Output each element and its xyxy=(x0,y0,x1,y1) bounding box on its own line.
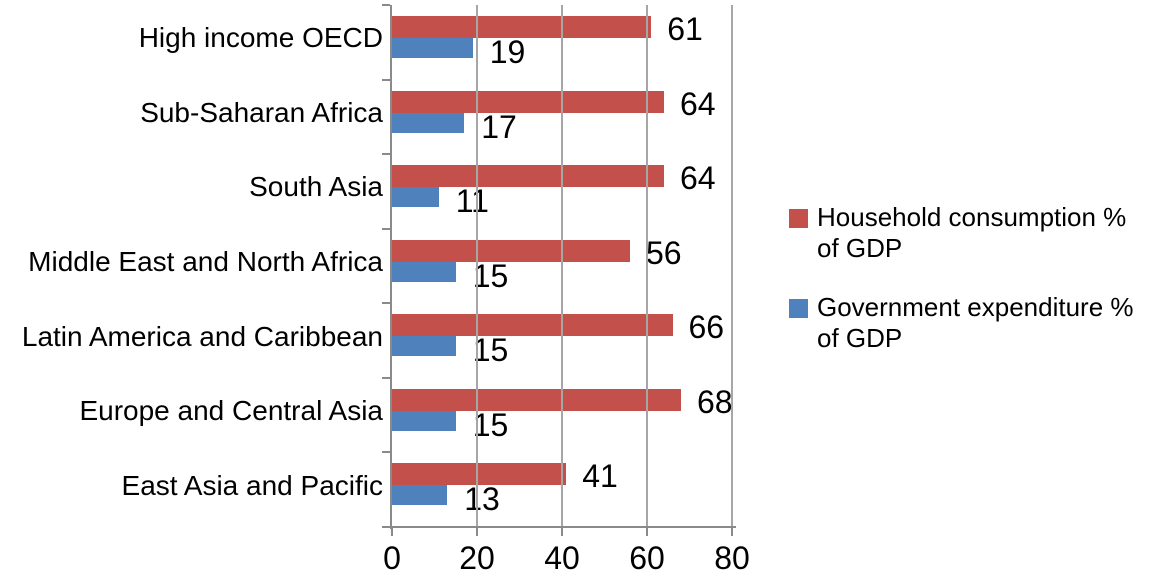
legend-swatch-blue-icon xyxy=(789,299,808,318)
category-label: South Asia xyxy=(249,171,383,203)
y-axis-tick xyxy=(382,4,390,6)
household-consumption-bar xyxy=(392,165,664,188)
government-expenditure-value-label: 11 xyxy=(455,183,489,220)
household-consumption-bar xyxy=(392,239,630,262)
government-expenditure-value-label: 15 xyxy=(472,406,509,443)
gridline-40 xyxy=(561,5,563,527)
government-expenditure-value-label: 17 xyxy=(481,108,517,145)
household-consumption-bar xyxy=(392,90,664,113)
x-axis-tick xyxy=(731,528,733,536)
household-consumption-value-label: 56 xyxy=(646,234,682,271)
legend-label: Government expenditure % of GDP xyxy=(817,292,1134,354)
government-expenditure-value-label: 13 xyxy=(464,481,500,518)
category-label: Europe and Central Asia xyxy=(79,395,383,427)
government-expenditure-bar xyxy=(392,485,448,506)
x-axis-tick-label: 60 xyxy=(629,540,665,576)
government-expenditure-value-label: 15 xyxy=(472,257,509,294)
legend-label-line: Government expenditure % xyxy=(817,292,1134,322)
y-axis-tick xyxy=(382,302,390,305)
legend-label-line: of GDP xyxy=(817,323,903,353)
y-axis-line xyxy=(390,5,392,529)
legend-label-line: Household consumption % xyxy=(817,202,1127,232)
y-axis-tick xyxy=(382,227,390,230)
government-expenditure-bar xyxy=(392,261,456,282)
x-axis-line xyxy=(386,526,736,528)
x-axis-tick xyxy=(391,528,393,536)
household-consumption-value-label: 66 xyxy=(688,309,725,346)
legend-label: Household consumption % of GDP xyxy=(817,202,1126,264)
government-expenditure-bar xyxy=(392,410,456,431)
household-consumption-value-label: 64 xyxy=(680,160,716,197)
household-consumption-bar xyxy=(392,16,652,38)
x-axis-tick xyxy=(646,528,648,536)
category-band: 66 15 xyxy=(392,303,732,378)
category-band: 64 11 xyxy=(392,154,732,229)
category-label: Middle East and North Africa xyxy=(28,246,383,278)
legend-swatch-red-icon xyxy=(789,209,808,228)
x-axis-tick-label: 20 xyxy=(459,540,495,576)
category-band: 68 15 xyxy=(392,378,733,453)
government-expenditure-bar xyxy=(392,112,465,133)
household-consumption-value-label: 64 xyxy=(680,85,716,122)
legend-entry-government: Government expenditure % of GDP xyxy=(789,292,1167,354)
chart-legend: Household consumption % of GDP Governmen… xyxy=(789,202,1167,354)
category-band: 41 13 xyxy=(392,452,732,527)
y-axis-tick xyxy=(382,376,390,379)
household-consumption-value-label: 41 xyxy=(582,458,618,495)
legend-label-line: of GDP xyxy=(817,233,903,263)
household-consumption-bar xyxy=(392,314,673,337)
government-expenditure-value-label: 19 xyxy=(489,34,526,70)
category-axis-labels: High income OECD Sub-Saharan Africa South … xyxy=(0,5,383,527)
gridline-20 xyxy=(476,5,478,527)
x-axis-tick xyxy=(561,528,563,536)
legend-entry-household: Household consumption % of GDP xyxy=(789,202,1167,264)
category-label: High income OECD xyxy=(138,22,383,54)
y-axis-tick xyxy=(382,153,390,156)
category-label: Latin America and Caribbean xyxy=(21,320,383,352)
x-axis-tick-label: 0 xyxy=(383,540,401,576)
x-axis-tick-label: 80 xyxy=(714,540,750,576)
gridline-80 xyxy=(731,5,733,527)
category-band: 56 15 xyxy=(392,229,732,304)
government-expenditure-value-label: 15 xyxy=(472,332,509,369)
household-consumption-value-label: 68 xyxy=(697,383,733,420)
household-consumption-bar xyxy=(392,463,567,486)
x-axis-tick-label: 40 xyxy=(544,540,580,576)
household-consumption-bar xyxy=(392,388,681,411)
household-consumption-value-label: 61 xyxy=(667,11,703,47)
category-band: 64 17 xyxy=(392,80,732,155)
gridline-60 xyxy=(646,5,648,527)
category-band: 61 19 xyxy=(392,5,732,80)
category-label: Sub-Saharan Africa xyxy=(140,96,383,128)
x-axis-tick xyxy=(476,528,478,536)
plot-area: 61 19 64 17 64 11 56 15 66 15 68 15 41 13 xyxy=(382,4,733,529)
category-label: East Asia and Pacific xyxy=(121,469,383,501)
government-expenditure-bar xyxy=(392,38,473,58)
government-expenditure-bar xyxy=(392,336,456,357)
y-axis-tick xyxy=(382,451,390,454)
y-axis-tick xyxy=(382,78,390,81)
government-expenditure-bar xyxy=(392,187,439,208)
bars-container: 61 19 64 17 64 11 56 15 66 15 68 15 41 13 xyxy=(392,5,733,527)
